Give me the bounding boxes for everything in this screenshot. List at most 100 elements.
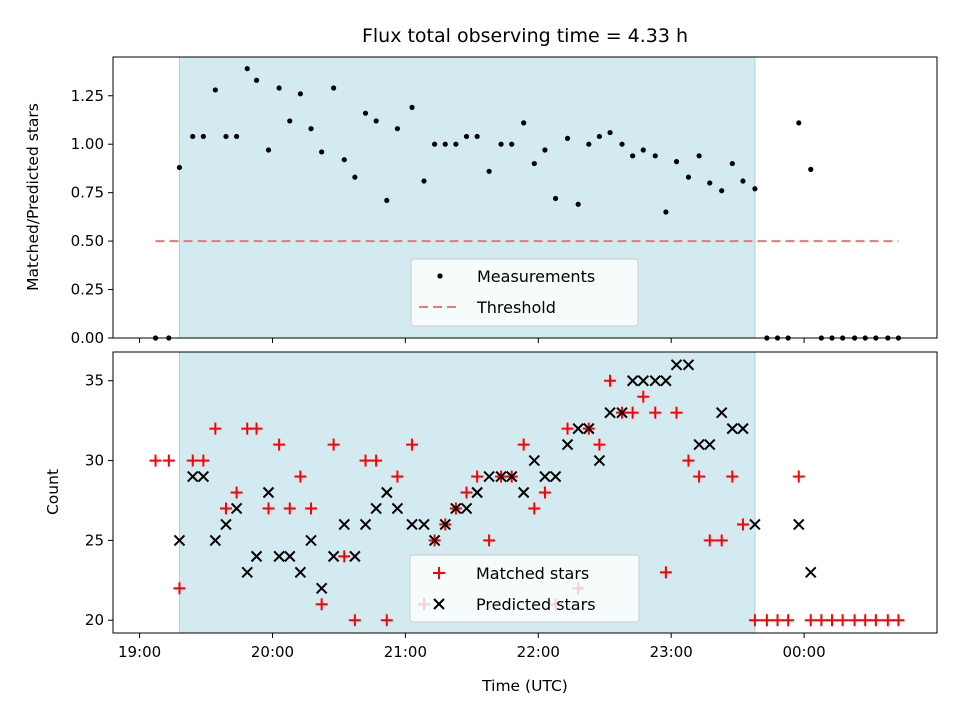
matched-star-point xyxy=(792,470,805,483)
predicted-star-point xyxy=(391,502,404,515)
predicted-star-point xyxy=(693,438,705,451)
bottom-y-axis-label: Count xyxy=(44,469,62,515)
top-y-tick-label: 1.00 xyxy=(71,135,104,153)
predicted-star-point xyxy=(572,422,584,435)
matched-star-point xyxy=(892,614,905,627)
matched-star-point xyxy=(315,598,328,611)
matched-star-point xyxy=(380,614,393,627)
legend-threshold: Threshold xyxy=(476,298,556,317)
predicted-star-point xyxy=(349,550,361,563)
predicted-stars-points xyxy=(173,359,817,595)
predicted-star-point xyxy=(197,470,210,483)
bottom-plot-frame xyxy=(112,351,938,634)
measurement-point xyxy=(308,126,314,132)
bottom-y-tick-label: 30 xyxy=(85,452,104,470)
matched-star-point xyxy=(209,422,222,435)
matched-star-point xyxy=(782,614,795,627)
bottom-x-tick-label: 19:00 xyxy=(118,643,161,661)
measurement-point xyxy=(352,174,358,180)
matched-star-point xyxy=(359,454,372,467)
bottom-x-axis: 19:00 20:00 21:00 22:00 23:00 00:00 xyxy=(118,633,826,661)
measurement-point xyxy=(752,186,758,192)
measurement-point xyxy=(498,141,504,147)
predicted-star-point xyxy=(793,518,805,531)
matched-star-point xyxy=(219,502,232,515)
matched-star-point xyxy=(637,390,650,403)
predicted-star-point xyxy=(616,406,628,419)
measurements-legend-marker xyxy=(437,273,443,279)
predicted-star-point xyxy=(230,502,243,515)
top-legend: Measurements Threshold xyxy=(410,258,639,327)
bottom-legend-box xyxy=(409,554,640,623)
predicted-star-point xyxy=(262,486,275,499)
predicted-star-point xyxy=(418,518,430,531)
measurement-point xyxy=(663,209,669,215)
predicted-star-point xyxy=(439,518,451,531)
predicted-star-point xyxy=(483,470,495,483)
measurement-point xyxy=(486,168,492,174)
measurement-point xyxy=(521,120,527,126)
matched-star-point xyxy=(703,534,716,547)
predicted-star-point xyxy=(549,470,562,483)
matched-star-point xyxy=(736,518,749,531)
matched-star-point xyxy=(659,566,672,579)
measurement-point xyxy=(176,164,183,171)
measurement-point xyxy=(509,141,515,147)
predicted-star-point xyxy=(370,502,382,515)
top-y-tick-label: 0.25 xyxy=(71,281,104,299)
top-y-axis-label: Matched/Predicted stars xyxy=(24,103,42,291)
matched-star-point xyxy=(538,486,551,499)
measurement-point xyxy=(463,133,470,140)
matched-star-point xyxy=(305,502,318,515)
predicted-star-point xyxy=(649,375,661,387)
measurement-point xyxy=(740,178,746,184)
matched-star-point xyxy=(881,614,894,627)
top-y-tick-label: 0.50 xyxy=(71,232,104,250)
measurement-point xyxy=(287,118,293,124)
matched-star-point xyxy=(804,614,817,627)
matched-star-point xyxy=(528,502,541,515)
predicted-star-point xyxy=(682,359,695,371)
measurement-point xyxy=(552,195,559,202)
measurement-point xyxy=(200,133,206,140)
predicted-star-point xyxy=(305,534,317,547)
matched-star-point xyxy=(760,614,773,627)
matched-star-point xyxy=(262,502,275,515)
matched-star-point xyxy=(517,438,530,451)
predicted-star-point xyxy=(209,534,222,547)
matched-star-point xyxy=(483,534,496,547)
matched-star-point xyxy=(670,406,683,419)
matched-star-point xyxy=(230,486,243,499)
predicted-star-point xyxy=(528,454,541,467)
matched-star-point xyxy=(370,454,383,467)
chart-title: Flux total observing time = 4.33 h xyxy=(362,25,688,47)
matched-star-point xyxy=(186,454,199,467)
measurement-point xyxy=(331,85,337,91)
predicted-star-point xyxy=(273,550,285,563)
top-y-tick-label: 0.75 xyxy=(71,184,104,202)
matched-star-point xyxy=(391,470,404,483)
legend-matched-stars: Matched stars xyxy=(476,564,589,583)
matched-star-point xyxy=(348,614,361,627)
measurement-point xyxy=(630,153,636,159)
predicted-star-point xyxy=(338,518,350,531)
matched-star-point xyxy=(626,406,639,419)
matched-legend-marker xyxy=(433,567,445,579)
measurement-point xyxy=(707,180,713,186)
measurement-point xyxy=(223,133,229,140)
predicted-star-point xyxy=(460,502,473,515)
measurement-point xyxy=(394,126,401,132)
measurement-point xyxy=(575,201,581,207)
predicted-star-point xyxy=(294,566,307,579)
measurement-point xyxy=(442,141,448,147)
predicted-star-point xyxy=(737,422,749,435)
predicted-star-point xyxy=(406,518,418,531)
measurement-point xyxy=(362,110,369,116)
measurement-point xyxy=(190,133,196,140)
matched-star-point xyxy=(726,470,739,483)
matched-star-point xyxy=(748,614,761,627)
matched-star-point xyxy=(848,614,861,627)
matched-star-point xyxy=(294,470,307,483)
predicted-star-point xyxy=(583,422,595,435)
